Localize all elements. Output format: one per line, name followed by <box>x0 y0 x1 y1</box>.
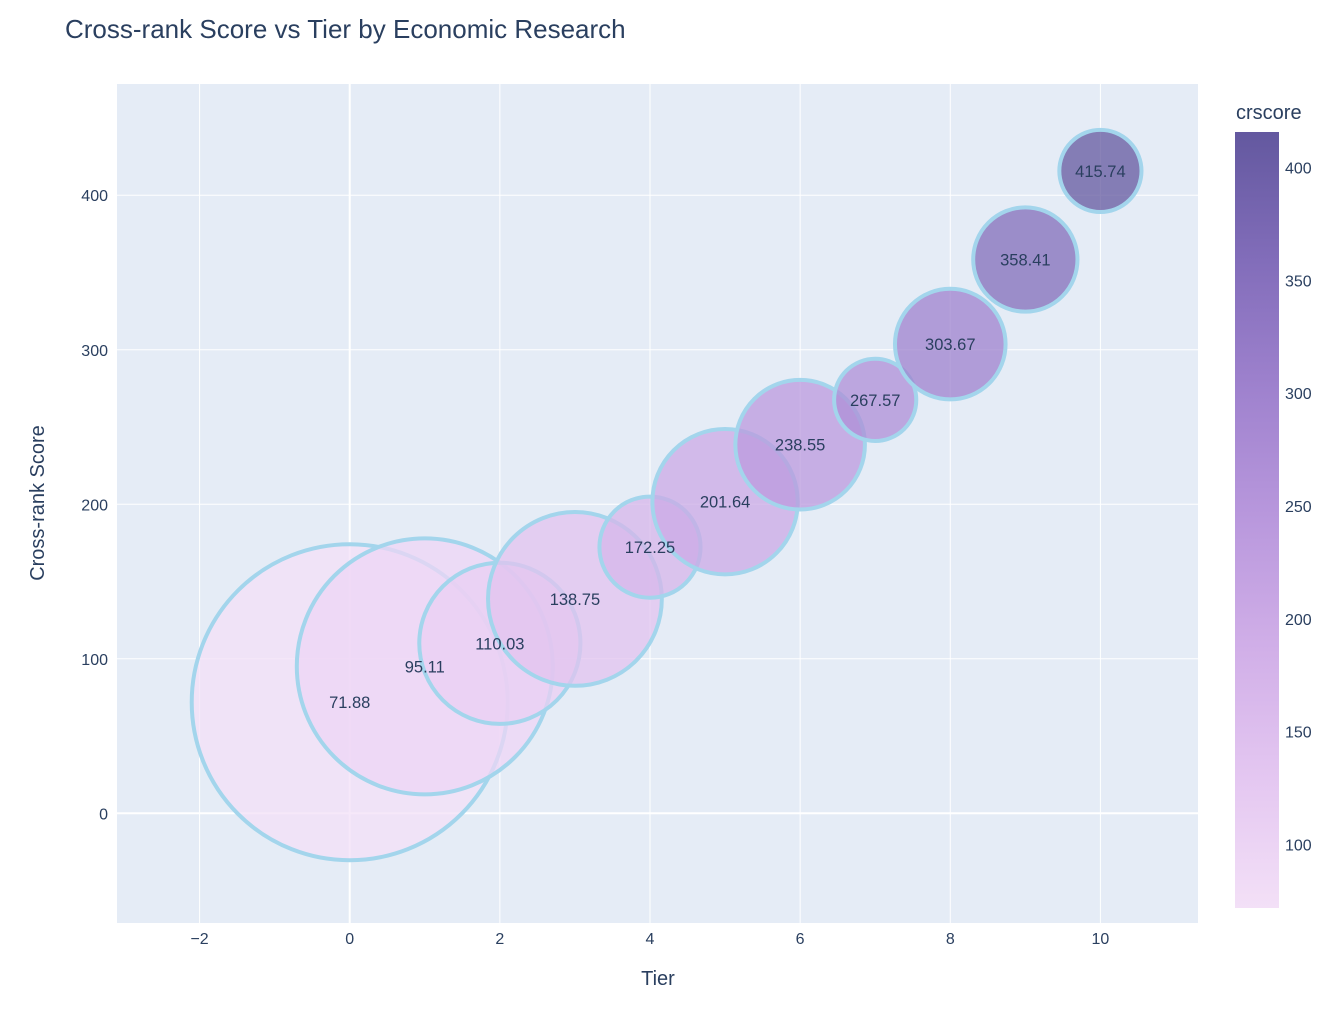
bubble-label: 201.64 <box>700 494 750 512</box>
colorbar-tick-label: 150 <box>1285 725 1312 742</box>
bubble <box>733 377 867 512</box>
bubbles <box>189 127 1144 863</box>
y-tick-label: 200 <box>81 497 108 514</box>
colorbar-tick-label: 400 <box>1285 161 1312 178</box>
bubble-label: 303.67 <box>925 336 975 354</box>
bubble <box>832 356 919 443</box>
colorbar-tick-label: 100 <box>1285 838 1312 855</box>
y-tick-label: 300 <box>81 343 108 360</box>
colorbar-tick-label: 350 <box>1285 273 1312 290</box>
bubble-label: 110.03 <box>475 635 524 653</box>
x-axis-ticks: −2 0 2 4 6 8 10 <box>190 931 1109 948</box>
y-tick-label: 0 <box>99 806 108 823</box>
bubble-label: 267.57 <box>850 392 900 410</box>
colorbar-ticks: 100 150 200 250 300 350 400 <box>1285 161 1312 855</box>
bubble <box>1057 127 1144 215</box>
x-axis-title: Tier <box>641 968 675 990</box>
x-tick-label: 10 <box>1092 931 1110 948</box>
y-axis-title: Cross-rank Score <box>27 425 49 581</box>
x-tick-label: 0 <box>345 931 354 948</box>
x-tick-label: −2 <box>190 931 208 948</box>
x-tick-label: 6 <box>796 931 805 948</box>
bubble-label: 95.11 <box>405 658 445 676</box>
y-tick-label: 400 <box>81 188 108 205</box>
chart-title: Cross-rank Score vs Tier by Economic Res… <box>65 14 626 44</box>
bubble-label: 138.75 <box>550 591 600 609</box>
bubble-label: 172.25 <box>625 539 675 557</box>
colorbar-title: crscore <box>1236 102 1302 124</box>
bubble-labels: 71.88 95.11 110.03 138.75 172.25 201.64 238.55… <box>329 163 1126 712</box>
x-tick-label: 8 <box>946 931 955 948</box>
bubble <box>892 286 1008 402</box>
colorbar-tick-label: 300 <box>1285 386 1312 403</box>
bubble <box>971 205 1080 314</box>
y-axis-ticks: 0 100 200 300 400 <box>81 188 108 823</box>
colorbar-tick-label: 200 <box>1285 612 1312 629</box>
y-tick-label: 100 <box>81 652 108 669</box>
colorbar: crscore 100 150 200 250 300 350 400 <box>1235 102 1312 908</box>
bubble-label: 238.55 <box>775 437 825 455</box>
bubble-label: 71.88 <box>329 694 370 712</box>
bubble-label: 358.41 <box>1000 252 1050 270</box>
colorbar-gradient <box>1235 132 1279 908</box>
bubble-label: 415.74 <box>1075 163 1125 181</box>
colorbar-tick-label: 250 <box>1285 499 1312 516</box>
x-tick-label: 2 <box>495 931 504 948</box>
x-tick-label: 4 <box>646 931 655 948</box>
